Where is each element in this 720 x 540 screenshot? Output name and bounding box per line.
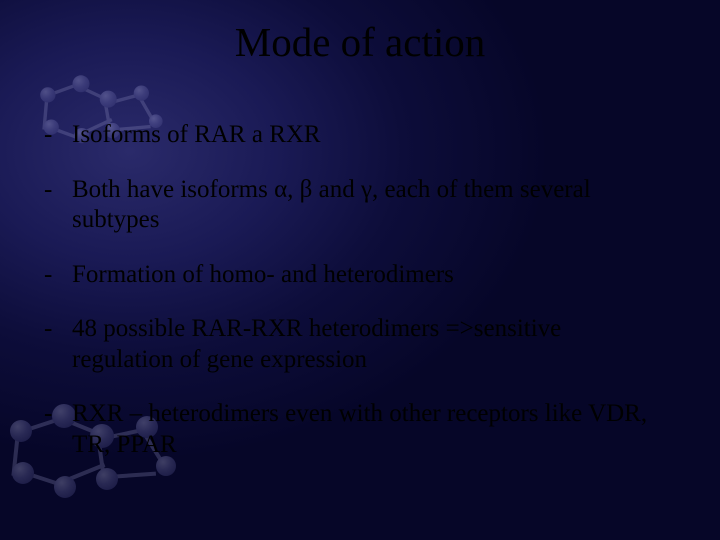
bullet-text: Isoforms of RAR a RXR [72,120,664,151]
bullet-marker: - [44,314,72,375]
bullet-marker: - [44,399,72,460]
bullet-item: - Formation of homo- and heterodimers [44,260,664,291]
bullet-text: Both have isoforms α, β and γ, each of t… [72,175,664,236]
bullet-list: - Isoforms of RAR a RXR - Both have isof… [44,120,664,484]
bullet-marker: - [44,175,72,236]
slide: Mode of action - Isoforms of RAR a RXR -… [0,0,720,540]
bullet-item: - Isoforms of RAR a RXR [44,120,664,151]
bullet-item: - Both have isoforms α, β and γ, each of… [44,175,664,236]
bullet-text: Formation of homo- and heterodimers [72,260,664,291]
bullet-text: 48 possible RAR-RXR heterodimers =>sensi… [72,314,664,375]
bullet-item: - 48 possible RAR-RXR heterodimers =>sen… [44,314,664,375]
bullet-marker: - [44,260,72,291]
slide-title: Mode of action [0,18,720,66]
bullet-text: RXR – heterodimers even with other recep… [72,399,664,460]
bullet-marker: - [44,120,72,151]
bullet-item: - RXR – heterodimers even with other rec… [44,399,664,460]
